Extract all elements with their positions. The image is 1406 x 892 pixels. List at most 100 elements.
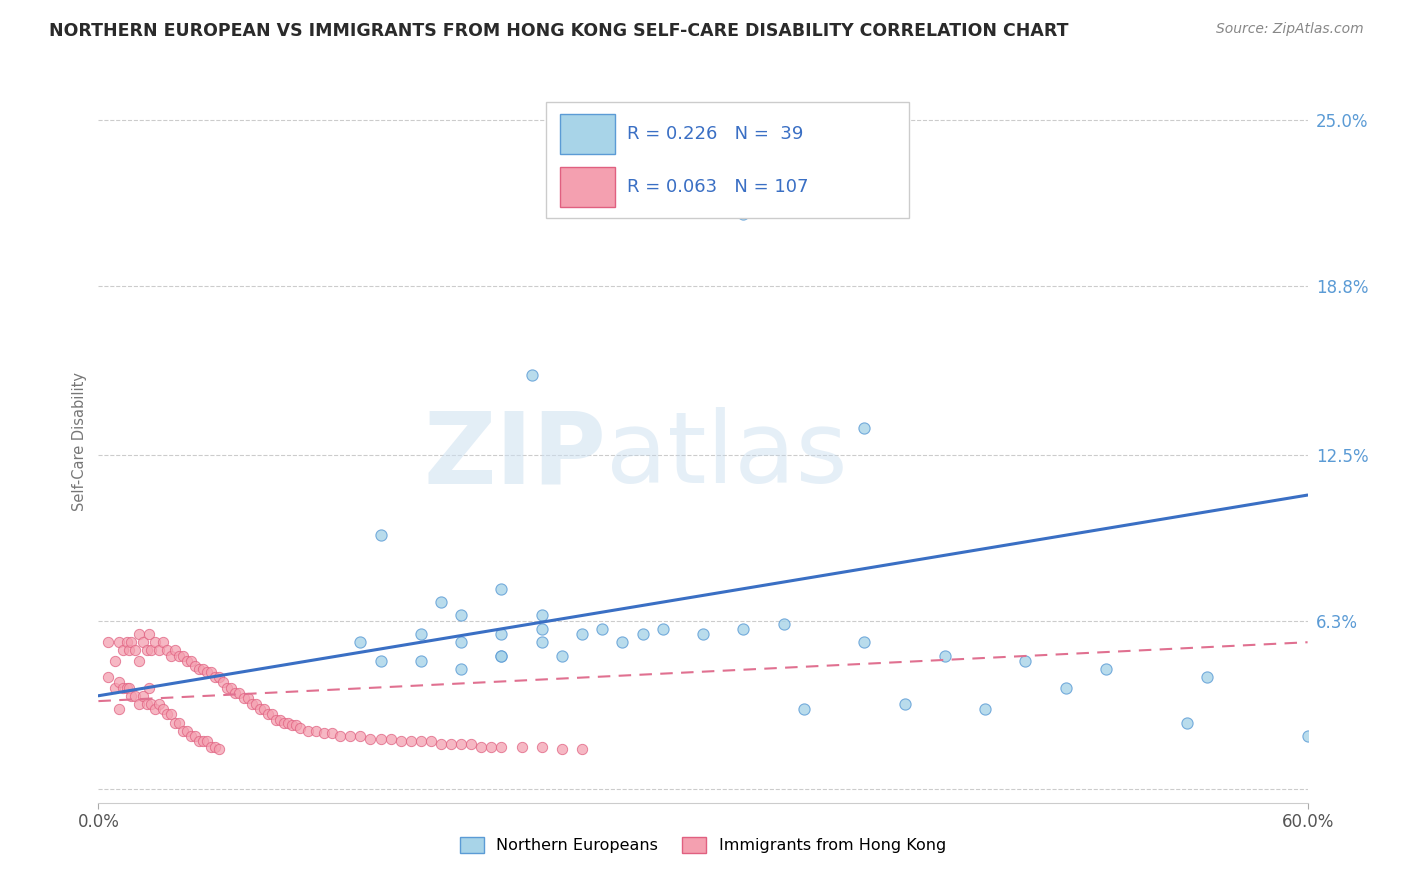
Point (1175, 715, 1198, 730)
Point (430, 737, 453, 751)
Point (450, 737, 472, 751)
Point (1195, 670, 1218, 684)
Point (180, 729, 202, 743)
Point (249, 702, 271, 716)
Point (120, 635, 142, 649)
Point (200, 739, 222, 754)
Point (172, 723, 194, 738)
Point (631, 627, 654, 641)
Point (520, 368, 543, 382)
FancyBboxPatch shape (561, 114, 614, 154)
Point (176, 723, 198, 738)
Point (974, 702, 997, 716)
Point (409, 734, 432, 748)
Point (430, 595, 453, 609)
Point (253, 702, 276, 716)
Point (188, 734, 211, 748)
Point (530, 622, 553, 636)
Point (118, 643, 141, 657)
Point (184, 729, 207, 743)
Point (510, 739, 533, 754)
Point (450, 635, 472, 649)
Point (491, 648, 513, 663)
Text: R = 0.226   N =  39: R = 0.226 N = 39 (627, 125, 803, 143)
Point (128, 654, 150, 668)
Point (224, 686, 246, 700)
Point (172, 648, 194, 663)
Point (305, 723, 328, 738)
Point (107, 702, 129, 716)
Point (329, 729, 352, 743)
Point (103, 654, 125, 668)
Legend: Northern Europeans, Immigrants from Hong Kong: Northern Europeans, Immigrants from Hong… (453, 830, 953, 860)
Point (228, 686, 250, 700)
Point (269, 713, 291, 727)
Point (349, 729, 371, 743)
Point (277, 715, 299, 730)
Point (139, 643, 162, 657)
Y-axis label: Self-Care Disability: Self-Care Disability (72, 372, 87, 511)
Point (195, 734, 218, 748)
Point (692, 627, 714, 641)
Point (314, 726, 336, 740)
Point (1095, 662, 1118, 676)
Point (176, 654, 198, 668)
Point (530, 635, 553, 649)
Point (409, 654, 432, 668)
Text: Source: ZipAtlas.com: Source: ZipAtlas.com (1216, 22, 1364, 37)
Point (232, 691, 254, 706)
Point (128, 627, 150, 641)
Point (651, 622, 673, 636)
Text: atlas: atlas (606, 408, 848, 505)
Point (420, 734, 443, 748)
Point (115, 681, 138, 695)
Text: NORTHERN EUROPEAN VS IMMIGRANTS FROM HONG KONG SELF-CARE DISABILITY CORRELATION : NORTHERN EUROPEAN VS IMMIGRANTS FROM HON… (49, 22, 1069, 40)
Point (1054, 681, 1077, 695)
Point (530, 608, 553, 623)
Point (167, 648, 190, 663)
Point (1296, 729, 1319, 743)
Point (107, 675, 129, 690)
Point (733, 622, 755, 636)
Point (132, 689, 155, 703)
Point (195, 665, 218, 679)
Point (212, 675, 235, 690)
Point (380, 731, 402, 746)
Point (97, 670, 120, 684)
Point (491, 627, 513, 641)
Point (288, 721, 311, 735)
Point (591, 622, 613, 636)
Point (188, 662, 211, 676)
Point (491, 648, 513, 663)
Point (360, 731, 382, 746)
Point (264, 713, 287, 727)
Point (111, 681, 134, 695)
Point (460, 737, 482, 751)
Point (120, 689, 142, 703)
Point (245, 697, 267, 711)
Point (236, 691, 259, 706)
Point (481, 739, 503, 754)
Point (128, 697, 150, 711)
Point (107, 635, 129, 649)
Point (143, 635, 166, 649)
Point (200, 665, 222, 679)
Point (530, 739, 553, 754)
Point (148, 643, 170, 657)
Point (103, 681, 125, 695)
FancyBboxPatch shape (561, 167, 614, 207)
Point (156, 643, 179, 657)
Point (97, 635, 120, 649)
Point (208, 670, 231, 684)
Point (1014, 654, 1036, 668)
Point (470, 739, 492, 754)
FancyBboxPatch shape (546, 102, 908, 218)
Point (143, 702, 166, 716)
Point (160, 648, 183, 663)
Point (118, 681, 141, 695)
Point (284, 718, 307, 732)
Point (152, 635, 174, 649)
Point (571, 627, 593, 641)
Point (221, 681, 243, 695)
Point (138, 627, 160, 641)
